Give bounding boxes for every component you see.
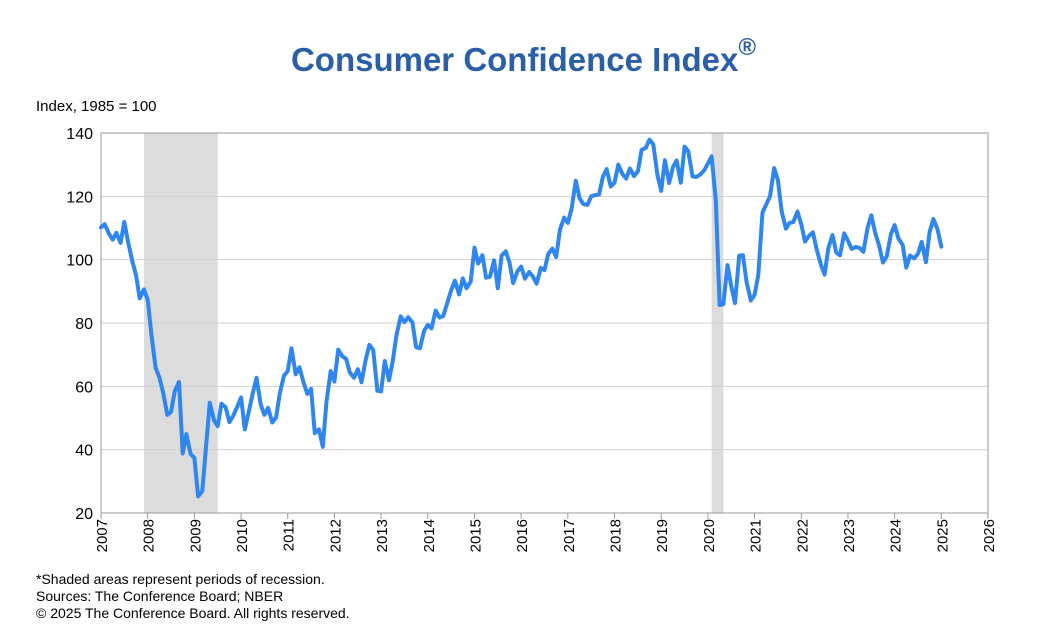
y-axis-labels: 20 40 60 80 100 120 140: [66, 126, 93, 523]
x-tick-label-2013: 2013: [374, 519, 391, 552]
chart-notes: *Shaded areas represent periods of reces…: [36, 571, 350, 622]
registered-mark: ®: [738, 34, 757, 61]
chart-title-text: Consumer Confidence Index: [290, 41, 739, 78]
y-tick-label-60: 60: [75, 379, 93, 396]
x-tick-label-2016: 2016: [514, 519, 531, 552]
x-tick-label-2020: 2020: [701, 519, 718, 552]
gridlines: [101, 195, 988, 451]
y-axis-title: Index, 1985 = 100: [36, 98, 157, 115]
y-tick-label-80: 80: [75, 316, 93, 333]
x-tick-label-2014: 2014: [421, 519, 438, 552]
x-tick-label-2015: 2015: [467, 519, 484, 552]
x-tick-label-2018: 2018: [608, 519, 625, 552]
x-tick-label-2019: 2019: [654, 519, 671, 552]
y-tick-label-120: 120: [66, 189, 93, 206]
chart-title: Consumer Confidence Index®: [0, 34, 1047, 79]
x-tick-label-2021: 2021: [748, 519, 765, 552]
x-tick-label-2008: 2008: [141, 519, 158, 552]
x-tick-label-2012: 2012: [327, 519, 344, 552]
x-tick-label-2023: 2023: [841, 519, 858, 552]
x-tick-label-2026: 2026: [981, 519, 998, 552]
x-axis-labels: 2007 2008 2009 2010 2011 2012 2013 2014 2015 2016…: [94, 519, 998, 552]
y-tick-label-20: 20: [75, 506, 93, 523]
note-recession: *Shaded areas represent periods of reces…: [36, 571, 325, 587]
series-line-consumer-confidence: [99, 137, 944, 499]
x-tick-label-2007: 2007: [94, 519, 111, 552]
y-tick-label-40: 40: [75, 443, 93, 460]
note-copyright: © 2025 The Conference Board. All rights …: [36, 605, 350, 621]
x-tick-label-2017: 2017: [561, 519, 578, 552]
plot-border: [100, 132, 989, 514]
y-tick-label-100: 100: [66, 253, 93, 270]
x-tick-label-2009: 2009: [187, 519, 204, 552]
y-tick-label-140: 140: [66, 126, 93, 143]
x-tick-label-2024: 2024: [888, 519, 905, 552]
x-tick-label-2010: 2010: [234, 519, 251, 552]
x-tick-label-2025: 2025: [934, 519, 951, 552]
x-axis-ticks: [100, 513, 989, 519]
note-sources: Sources: The Conference Board; NBER: [36, 588, 284, 604]
x-tick-label-2011: 2011: [281, 519, 298, 551]
x-tick-label-2022: 2022: [794, 519, 811, 552]
